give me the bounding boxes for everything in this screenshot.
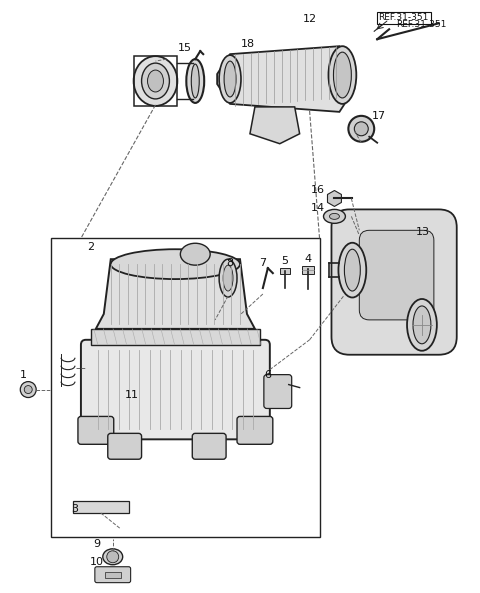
- Ellipse shape: [219, 55, 241, 103]
- Text: 13: 13: [416, 227, 430, 237]
- Ellipse shape: [186, 59, 204, 103]
- Text: 4: 4: [304, 254, 311, 264]
- Text: 11: 11: [125, 390, 139, 400]
- Circle shape: [20, 382, 36, 397]
- Polygon shape: [327, 190, 341, 206]
- Ellipse shape: [407, 299, 437, 350]
- Bar: [280, 268, 290, 274]
- Polygon shape: [362, 275, 402, 330]
- Ellipse shape: [180, 243, 210, 265]
- Text: 15: 15: [178, 43, 192, 53]
- Ellipse shape: [142, 63, 169, 99]
- Circle shape: [329, 193, 339, 203]
- Bar: [91, 329, 260, 345]
- Bar: [105, 572, 120, 578]
- Ellipse shape: [413, 306, 431, 344]
- Bar: [301, 266, 313, 274]
- Polygon shape: [250, 107, 300, 144]
- Text: 18: 18: [241, 39, 255, 49]
- Bar: [51, 238, 320, 537]
- FancyBboxPatch shape: [108, 433, 142, 459]
- Ellipse shape: [224, 61, 236, 97]
- Text: 12: 12: [302, 14, 317, 24]
- Text: 6: 6: [264, 369, 271, 380]
- Ellipse shape: [329, 213, 339, 219]
- FancyBboxPatch shape: [360, 230, 434, 320]
- FancyBboxPatch shape: [95, 567, 131, 583]
- Ellipse shape: [354, 122, 368, 136]
- Bar: [73, 501, 129, 513]
- Text: REF.31-351: REF.31-351: [379, 13, 429, 23]
- Polygon shape: [217, 46, 354, 112]
- FancyBboxPatch shape: [237, 416, 273, 444]
- FancyBboxPatch shape: [264, 375, 292, 409]
- Text: 9: 9: [93, 539, 100, 549]
- Polygon shape: [354, 233, 439, 277]
- Text: 8: 8: [227, 258, 234, 268]
- Ellipse shape: [223, 265, 233, 291]
- Ellipse shape: [192, 64, 199, 98]
- Ellipse shape: [111, 249, 240, 279]
- Bar: [133, 56, 178, 106]
- Ellipse shape: [344, 249, 360, 291]
- Text: 1: 1: [20, 369, 27, 380]
- Text: 2: 2: [87, 242, 95, 252]
- Text: 14: 14: [311, 203, 324, 213]
- Circle shape: [107, 551, 119, 563]
- Text: 7: 7: [259, 258, 266, 268]
- Ellipse shape: [338, 243, 366, 298]
- Text: 5: 5: [281, 256, 288, 266]
- Ellipse shape: [219, 259, 237, 297]
- Text: 16: 16: [311, 186, 324, 196]
- Ellipse shape: [328, 46, 356, 104]
- FancyBboxPatch shape: [81, 340, 270, 439]
- FancyBboxPatch shape: [332, 209, 457, 355]
- Ellipse shape: [334, 52, 351, 98]
- Ellipse shape: [103, 549, 123, 565]
- FancyBboxPatch shape: [192, 433, 226, 459]
- FancyBboxPatch shape: [78, 416, 114, 444]
- Circle shape: [24, 385, 32, 394]
- Ellipse shape: [348, 116, 374, 142]
- Text: 10: 10: [90, 557, 104, 567]
- Text: REF.31-351: REF.31-351: [396, 20, 446, 29]
- Text: 3: 3: [72, 504, 78, 514]
- Ellipse shape: [133, 56, 178, 106]
- Polygon shape: [96, 259, 255, 329]
- Ellipse shape: [324, 209, 346, 224]
- Text: 17: 17: [372, 111, 386, 121]
- Ellipse shape: [147, 70, 164, 92]
